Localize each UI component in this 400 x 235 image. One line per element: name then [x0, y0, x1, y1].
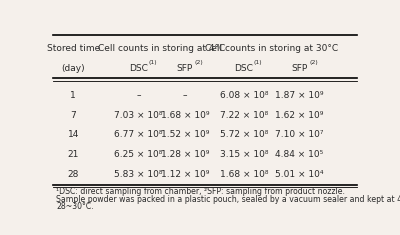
Text: (1): (1) [254, 60, 262, 65]
Text: 5.01 × 10⁴: 5.01 × 10⁴ [275, 170, 324, 179]
Text: 1.62 × 10⁹: 1.62 × 10⁹ [275, 110, 324, 120]
Text: SFP: SFP [177, 63, 193, 73]
Text: 7.22 × 10⁸: 7.22 × 10⁸ [220, 110, 268, 120]
Text: DSC: DSC [234, 63, 253, 73]
Text: 7.03 × 10⁸: 7.03 × 10⁸ [114, 110, 162, 120]
Text: Cell counts in storing at 30°C: Cell counts in storing at 30°C [205, 44, 338, 53]
Text: 1.87 × 10⁹: 1.87 × 10⁹ [275, 91, 324, 100]
Text: 28: 28 [68, 170, 79, 179]
Text: 1.52 × 10⁹: 1.52 × 10⁹ [161, 130, 209, 139]
Text: 1.68 × 10⁸: 1.68 × 10⁸ [220, 170, 268, 179]
Text: 3.15 × 10⁸: 3.15 × 10⁸ [220, 150, 268, 159]
Text: Stored time: Stored time [47, 44, 100, 53]
Text: 14: 14 [68, 130, 79, 139]
Text: SFP: SFP [292, 63, 308, 73]
Text: (day): (day) [62, 63, 85, 73]
Text: 6.25 × 10⁸: 6.25 × 10⁸ [114, 150, 162, 159]
Text: ¹DSC: direct sampling from chamber, ²SFP: sampling from product nozzle.: ¹DSC: direct sampling from chamber, ²SFP… [56, 188, 345, 196]
Text: –: – [182, 91, 187, 100]
Text: 1: 1 [70, 91, 76, 100]
Text: 1.68 × 10⁹: 1.68 × 10⁹ [160, 110, 209, 120]
Text: 5.72 × 10⁸: 5.72 × 10⁸ [220, 130, 268, 139]
Text: 21: 21 [68, 150, 79, 159]
Text: (2): (2) [195, 60, 204, 65]
Text: 6.08 × 10⁸: 6.08 × 10⁸ [220, 91, 268, 100]
Text: 1.12 × 10⁹: 1.12 × 10⁹ [161, 170, 209, 179]
Text: 6.77 × 10⁸: 6.77 × 10⁸ [114, 130, 162, 139]
Text: 28~30°C.: 28~30°C. [56, 203, 94, 212]
Text: (2): (2) [310, 60, 318, 65]
Text: 4.84 × 10⁵: 4.84 × 10⁵ [276, 150, 324, 159]
Text: 7: 7 [70, 110, 76, 120]
Text: 1.28 × 10⁹: 1.28 × 10⁹ [161, 150, 209, 159]
Text: DSC: DSC [129, 63, 148, 73]
Text: Sample powder was packed in a plastic pouch, sealed by a vacuum sealer and kept : Sample powder was packed in a plastic po… [56, 195, 400, 204]
Text: 5.83 × 10⁸: 5.83 × 10⁸ [114, 170, 162, 179]
Text: –: – [136, 91, 141, 100]
Text: (1): (1) [148, 60, 157, 65]
Text: 7.10 × 10⁷: 7.10 × 10⁷ [275, 130, 324, 139]
Text: Cell counts in storing at 4°C: Cell counts in storing at 4°C [98, 44, 225, 53]
